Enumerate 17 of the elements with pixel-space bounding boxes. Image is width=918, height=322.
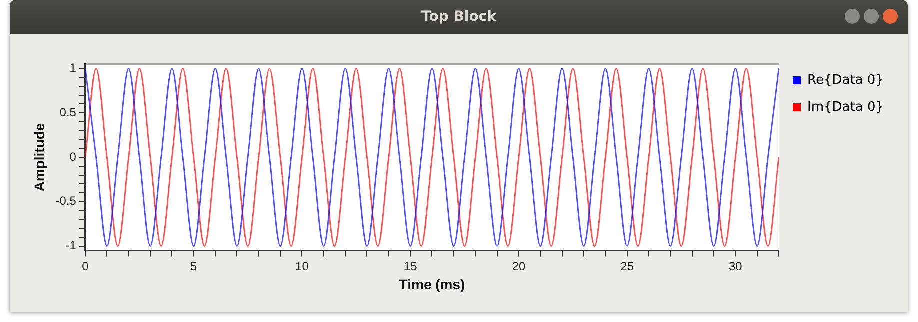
x-tick-label: 5 (190, 259, 198, 274)
x-tick-label: 15 (404, 259, 418, 274)
x-tick-label: 10 (296, 259, 310, 274)
legend-label: Im{Data 0} (808, 100, 884, 115)
x-tick-label: 25 (620, 259, 634, 274)
x-tick-label: 20 (512, 259, 526, 274)
y-axis-title: Amplitude (31, 123, 48, 192)
y-tick-label: 0.5 (60, 105, 77, 120)
x-tick-label: 30 (728, 259, 743, 274)
y-tick-label: -0.5 (56, 194, 77, 208)
y-tick-label: -1 (66, 238, 77, 253)
y-tick-label: 0 (70, 150, 77, 164)
y-tick-label: 1 (70, 60, 77, 75)
chart-title: Top Block (422, 9, 496, 25)
legend-label: Re{Data 0} (808, 72, 884, 88)
x-axis-title: Time (ms) (399, 276, 466, 292)
x-tick-label: 0 (82, 259, 90, 274)
